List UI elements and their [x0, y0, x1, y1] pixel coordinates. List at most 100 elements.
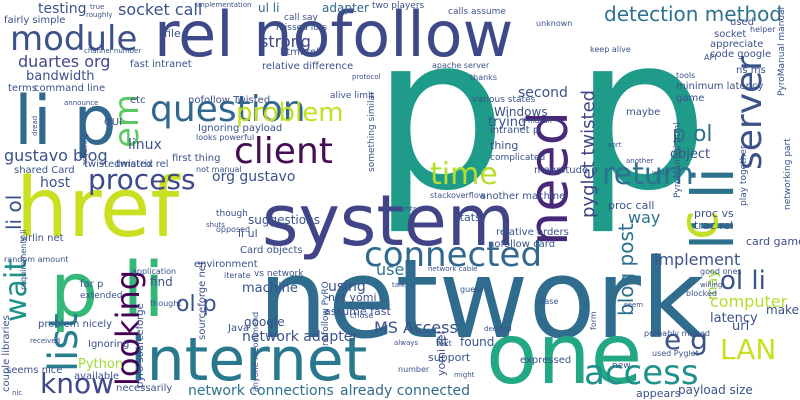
word: used	[730, 17, 755, 28]
word: ns ms	[736, 65, 766, 76]
word: far p	[80, 279, 104, 290]
word: missed lots	[276, 23, 327, 33]
word: relative orders	[496, 227, 569, 238]
word: latency	[710, 311, 758, 326]
word: card game	[746, 235, 800, 248]
word: implement	[654, 250, 741, 269]
word: fast intranet	[130, 59, 192, 70]
word: Ignoring payload	[198, 123, 283, 134]
word: MS Access	[374, 318, 458, 337]
word: implementation	[196, 1, 252, 9]
word: PyroManual html	[673, 122, 683, 198]
word: thanks	[470, 73, 497, 82]
word: fit	[436, 335, 449, 349]
word: google	[244, 315, 285, 329]
word: available	[74, 371, 120, 382]
word: ol li	[720, 266, 766, 296]
word: found	[460, 335, 495, 349]
word: terms	[8, 83, 37, 94]
word: intranet p	[490, 125, 540, 136]
word: though	[216, 209, 248, 219]
word: e g	[664, 323, 708, 356]
word: duartes org	[18, 52, 111, 71]
word: shared Card	[14, 165, 75, 176]
word: second	[518, 85, 568, 101]
word: nofollow Twisted	[188, 95, 271, 106]
word: stackoverflow	[430, 191, 486, 200]
word: acquiring	[81, 133, 89, 166]
word: assume fast	[324, 305, 391, 318]
word: one	[486, 305, 643, 400]
word: blocked	[686, 289, 717, 298]
word: seems nice	[6, 365, 63, 376]
word: strong	[260, 32, 311, 51]
word: rel nofollow	[154, 0, 514, 71]
word: trying	[488, 115, 527, 130]
word: use	[376, 260, 405, 279]
word: system	[262, 180, 516, 262]
word: proc call	[608, 199, 655, 212]
word: channel number	[84, 47, 142, 55]
word: sirlin net	[20, 233, 64, 244]
word: nic	[12, 389, 23, 397]
word: html rel	[280, 47, 319, 58]
word: thought	[150, 299, 182, 308]
word: true	[90, 3, 105, 11]
word: used Pyglet	[652, 349, 699, 358]
word: roughly	[86, 11, 113, 19]
word: random amount	[4, 255, 69, 264]
word: href	[16, 161, 180, 256]
word: machine	[242, 281, 298, 296]
word: way	[628, 208, 661, 227]
word: pyglet twisted	[578, 89, 599, 218]
word: gustavo blog	[4, 146, 108, 165]
word: li mdash	[522, 117, 552, 125]
word: relative difference	[262, 61, 354, 72]
word: linux	[128, 137, 162, 153]
word: net yomi	[328, 291, 377, 304]
word: alive limit	[330, 91, 375, 101]
word: Windows	[494, 105, 548, 119]
word: protocol	[352, 73, 381, 81]
word: guess	[460, 285, 484, 294]
word: iterate	[224, 271, 251, 280]
word: helper	[750, 25, 776, 34]
word: detection method	[604, 2, 783, 26]
word: ul li	[258, 1, 280, 15]
word: apache server	[432, 61, 490, 70]
word: necessarily	[116, 383, 173, 394]
word: etc	[130, 95, 146, 106]
word: number	[398, 365, 430, 374]
word: magnitude p	[534, 165, 598, 176]
word: first thing	[172, 153, 221, 164]
word: suggestions	[248, 213, 320, 227]
word: minimum latency	[676, 81, 764, 92]
word: opposed	[216, 225, 251, 234]
word: anyone recommend	[251, 311, 260, 392]
word: talk	[392, 281, 406, 289]
word: li ol	[2, 194, 26, 230]
word: network connections	[188, 383, 334, 399]
word: play together	[739, 145, 749, 206]
word: adapter	[322, 1, 369, 15]
word: org gustavo	[212, 169, 296, 185]
word: new	[612, 361, 631, 371]
word: problem	[236, 98, 344, 128]
word: sourceforge net	[197, 261, 208, 340]
word: twistedmatrix	[84, 159, 154, 170]
word: network adapter	[242, 329, 359, 345]
word: socket	[714, 29, 747, 40]
word: code google	[710, 49, 772, 60]
word: another machine	[480, 191, 566, 202]
word: decided	[484, 325, 512, 333]
word: chose	[350, 311, 374, 320]
word: Python	[78, 357, 124, 372]
word: Ignoring	[88, 339, 130, 350]
word: Card objects	[240, 245, 303, 256]
word: yomi rel	[435, 331, 448, 376]
word: shuts	[206, 221, 225, 229]
word: problem nicely	[38, 319, 113, 330]
word: LAN	[720, 333, 777, 366]
word: nofollow PyRO	[321, 281, 331, 346]
